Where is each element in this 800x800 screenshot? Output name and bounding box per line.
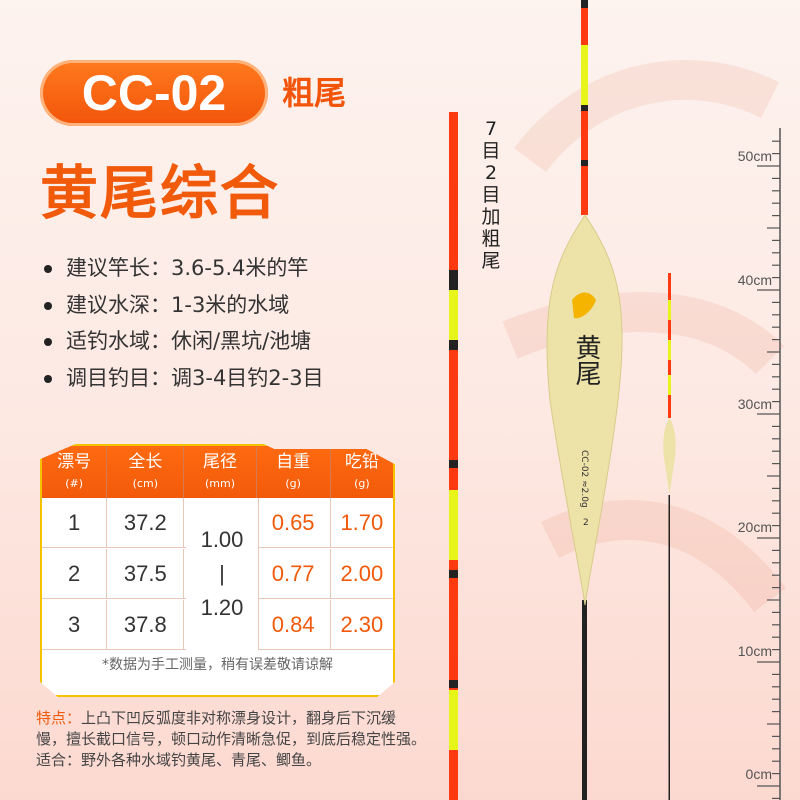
float-tail-pole xyxy=(449,112,458,800)
ruler-label: 30cm xyxy=(737,396,772,412)
spec-table: 漂号 (#) 全长 (cm) 尾径 (mm) 自重 (g) 吃铅 (g) 1 37.2 0… xyxy=(40,444,395,697)
model-suffix: 粗尾 xyxy=(282,74,347,112)
float-brand: 黄尾 xyxy=(571,334,601,386)
ruler-label: 40cm xyxy=(737,272,772,288)
cell-length: 37.2 xyxy=(107,498,185,547)
float-marking: CC-02 ≈2.0g xyxy=(579,450,589,508)
model-badge: CC-02 xyxy=(40,60,268,126)
col-header: 吃铅 (g) xyxy=(344,452,379,491)
cell-length: 37.8 xyxy=(107,600,185,649)
cell-no: 3 xyxy=(42,600,108,649)
ruler-label: 10cm xyxy=(737,643,772,659)
float-main: 黄尾 CC-02 ≈2.0g 2 xyxy=(546,0,623,800)
table-note: *数据为手工测量，稍有误差敬请谅解 xyxy=(102,657,333,673)
cell-length: 37.5 xyxy=(107,549,185,598)
float-number: 2 xyxy=(583,518,589,528)
table-header: 漂号 (#) 全长 (cm) 尾径 (mm) 自重 (g) 吃铅 (g) xyxy=(42,446,393,498)
ruler-label: 50cm xyxy=(737,148,772,164)
spec-item: 建议水深：1-3米的水域 xyxy=(44,287,324,324)
col-header: 尾径 (mm) xyxy=(184,446,257,498)
ruler-label: 0cm xyxy=(745,766,772,782)
cell-lead: 2.30 xyxy=(340,612,384,637)
spec-item: 适钓水域：休闲/黑坑/池塘 xyxy=(44,323,324,360)
cell-lead: 2.00 xyxy=(340,561,384,586)
float-small xyxy=(663,273,676,800)
features-text: 特点：上凸下凹反弧度非对称漂身设计，翻身后下沉缓慢，擅长截口信号，顿口动作清晰急… xyxy=(36,709,427,769)
cell-weight: 0.77 xyxy=(257,549,331,598)
cell-no: 2 xyxy=(42,549,108,598)
table-row: 3 37.8 0.84 2.30 xyxy=(42,600,393,650)
tail-diameter-cell: 1.00 | 1.20 xyxy=(186,498,259,650)
product-title: 黄尾综合 xyxy=(40,159,281,227)
col-header: 自重 (g) xyxy=(257,446,331,498)
cell-weight: 0.65 xyxy=(257,498,331,547)
float-label: 7目2目加粗尾 xyxy=(481,118,501,272)
cell-no: 1 xyxy=(42,498,108,547)
col-header: 漂号 (#) xyxy=(42,446,108,498)
spec-item: 建议竿长：3.6-5.4米的竿 xyxy=(44,250,324,287)
spec-list: 建议竿长：3.6-5.4米的竿 建议水深：1-3米的水域 适钓水域：休闲/黑坑/… xyxy=(44,250,324,396)
cell-lead: 1.70 xyxy=(340,510,384,535)
spec-item: 调目钓目：调3-4目钓2-3目 xyxy=(44,360,324,397)
col-header: 全长 (cm) xyxy=(107,446,185,498)
ruler xyxy=(757,128,781,800)
ruler-label: 20cm xyxy=(737,519,772,535)
cell-weight: 0.84 xyxy=(257,600,331,649)
